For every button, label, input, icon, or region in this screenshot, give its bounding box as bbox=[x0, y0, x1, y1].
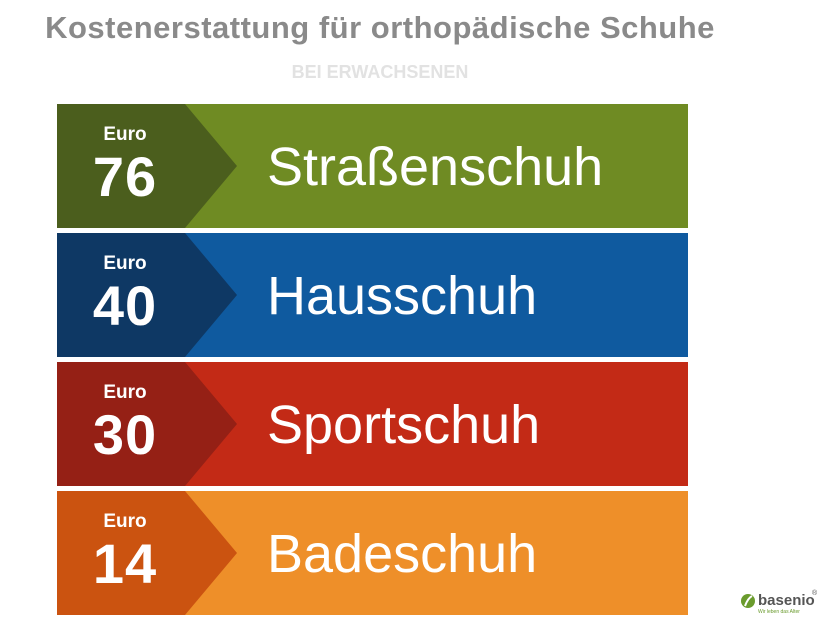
item-amount: 14 bbox=[92, 532, 158, 595]
row-background bbox=[57, 362, 688, 486]
logo-tagline: Wir leben das Alter bbox=[758, 609, 800, 615]
row-chevron bbox=[57, 233, 237, 357]
logo-mark: ® bbox=[812, 590, 817, 597]
row-background bbox=[57, 104, 688, 228]
row-background bbox=[57, 233, 688, 357]
item-amount: 30 bbox=[92, 403, 158, 466]
logo-name: basenio bbox=[758, 592, 815, 609]
item-amount: 76 bbox=[92, 145, 158, 208]
item-unit: Euro bbox=[103, 382, 147, 403]
title: Kostenerstattung für orthopädische Schuh… bbox=[45, 10, 715, 45]
logo-icon bbox=[741, 594, 755, 608]
row-chevron bbox=[57, 104, 237, 228]
row-chevron bbox=[57, 362, 237, 486]
item-label: Sportschuh bbox=[267, 395, 541, 455]
item-row: Euro 40 Hausschuh bbox=[57, 233, 688, 357]
item-unit: Euro bbox=[103, 511, 147, 532]
logo: basenio ® Wir leben das Alter bbox=[740, 590, 817, 615]
item-label: Straßenschuh bbox=[267, 137, 604, 197]
row-chevron bbox=[57, 491, 237, 615]
item-unit: Euro bbox=[103, 253, 147, 274]
item-row: Euro 30 Sportschuh bbox=[57, 362, 688, 486]
item-row: Euro 14 Badeschuh bbox=[57, 491, 688, 615]
item-amount: 40 bbox=[92, 274, 158, 337]
item-row: Euro 76 Straßenschuh bbox=[57, 104, 688, 228]
subtitle: BEI ERWACHSENEN bbox=[291, 62, 469, 82]
item-label: Hausschuh bbox=[267, 266, 538, 326]
item-unit: Euro bbox=[103, 124, 147, 145]
row-background bbox=[57, 491, 688, 615]
item-label: Badeschuh bbox=[267, 524, 538, 584]
